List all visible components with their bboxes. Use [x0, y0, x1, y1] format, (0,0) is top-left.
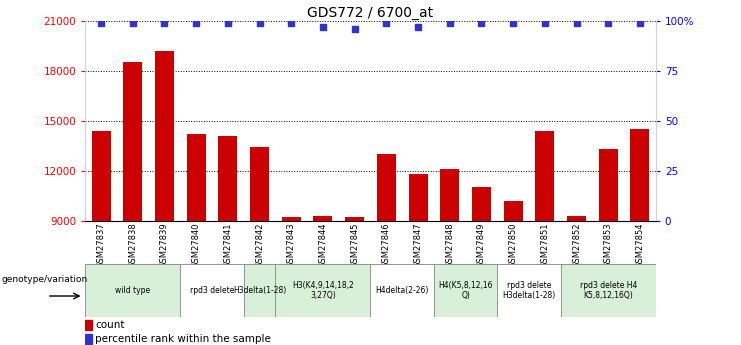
Text: wild type: wild type: [115, 286, 150, 295]
Bar: [180, 264, 244, 317]
Text: H4(K5,8,12,16
Q): H4(K5,8,12,16 Q): [439, 281, 493, 300]
Point: [476, 20, 488, 26]
Text: genotype/variation: genotype/variation: [1, 275, 88, 285]
Text: rpd3 delete
H3delta(1-28): rpd3 delete H3delta(1-28): [502, 281, 556, 300]
Bar: [250, 147, 269, 221]
Bar: [561, 264, 656, 317]
Bar: [123, 62, 142, 221]
Bar: [85, 320, 92, 330]
Point: [253, 20, 265, 26]
Bar: [92, 131, 110, 221]
Text: H3(K4,9,14,18,2
3,27Q): H3(K4,9,14,18,2 3,27Q): [292, 281, 354, 300]
Bar: [599, 149, 618, 221]
Bar: [276, 264, 370, 317]
Bar: [85, 264, 180, 317]
Point: [127, 20, 139, 26]
Title: GDS772 / 6700_at: GDS772 / 6700_at: [308, 6, 433, 20]
Bar: [282, 217, 301, 221]
Text: rpd3 delete: rpd3 delete: [190, 286, 234, 295]
Point: [539, 20, 551, 26]
Bar: [472, 187, 491, 221]
Bar: [631, 129, 649, 221]
Bar: [187, 134, 206, 221]
Point: [95, 20, 107, 26]
Bar: [155, 51, 174, 221]
Point: [285, 20, 297, 26]
Bar: [497, 264, 561, 317]
Point: [507, 20, 519, 26]
Bar: [567, 216, 586, 221]
Text: H3delta(1-28): H3delta(1-28): [233, 286, 286, 295]
Bar: [370, 264, 434, 317]
Point: [444, 20, 456, 26]
Bar: [535, 131, 554, 221]
Bar: [434, 264, 497, 317]
Bar: [244, 264, 276, 317]
Point: [634, 20, 646, 26]
Bar: [345, 217, 364, 221]
Point: [412, 24, 424, 29]
Point: [571, 20, 582, 26]
Text: count: count: [96, 320, 125, 330]
Bar: [377, 154, 396, 221]
Bar: [219, 136, 237, 221]
Text: H4delta(2-26): H4delta(2-26): [376, 286, 429, 295]
Point: [349, 26, 361, 31]
Bar: [504, 201, 522, 221]
Bar: [313, 216, 333, 221]
Text: percentile rank within the sample: percentile rank within the sample: [96, 334, 271, 344]
Point: [222, 20, 233, 26]
Point: [317, 24, 329, 29]
Bar: [85, 334, 92, 344]
Text: rpd3 delete H4
K5,8,12,16Q): rpd3 delete H4 K5,8,12,16Q): [579, 281, 637, 300]
Point: [602, 20, 614, 26]
Point: [380, 20, 392, 26]
Point: [190, 20, 202, 26]
Bar: [408, 174, 428, 221]
Point: [159, 20, 170, 26]
Bar: [440, 169, 459, 221]
